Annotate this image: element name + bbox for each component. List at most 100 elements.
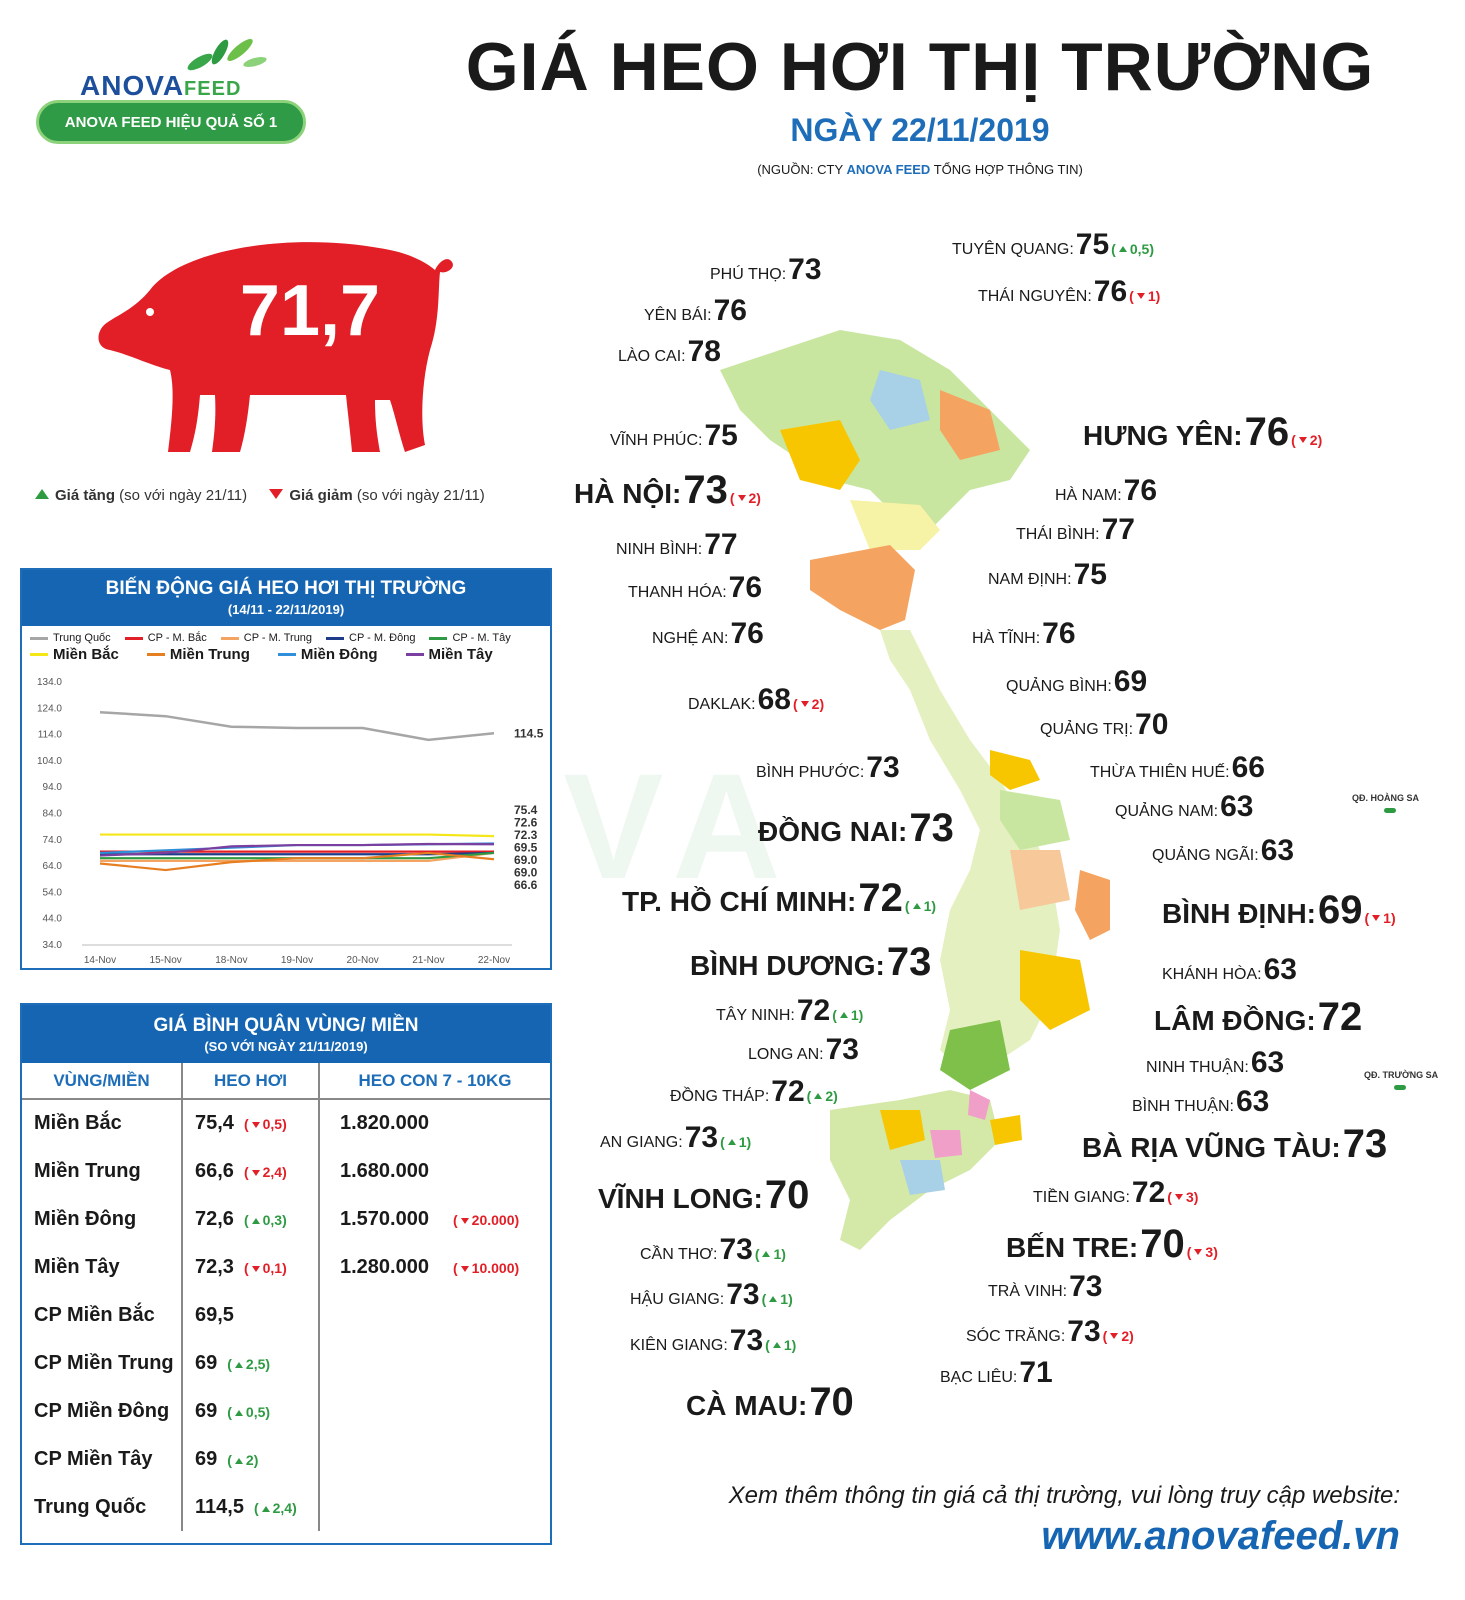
website-link[interactable]: www.anovafeed.vn [1041, 1514, 1400, 1558]
down-arrow-icon [1298, 437, 1307, 443]
change-value: 0,5 [245, 1403, 266, 1420]
province-price: 76 [728, 571, 763, 604]
province-label: HẬU GIANG:73(1) [630, 1280, 793, 1310]
province-change: (3) [1167, 1189, 1199, 1205]
live-hog-price: 72,6 [195, 1207, 234, 1230]
region-cell: CP Miền Tây [22, 1435, 183, 1483]
piglet-price: 1.280.000 [340, 1255, 429, 1278]
up-arrow-icon [912, 903, 921, 909]
data-label: 69.0 [514, 866, 538, 880]
map-kontum [1010, 850, 1070, 910]
province-price: 72 [858, 876, 903, 920]
piglet-cell: 1.570.000 (20.000) [319, 1195, 550, 1243]
province-price: 73 [886, 940, 932, 984]
piglet-cell: 1.280.000 (10.000) [319, 1243, 550, 1291]
province-change: (1) [904, 898, 937, 914]
province-name: NAM ĐỊNH: [988, 571, 1072, 588]
province-label: NINH THUẬN:63 [1146, 1048, 1284, 1078]
piglet-cell [319, 1339, 550, 1387]
data-label: 69.0 [514, 853, 538, 867]
price-trend-chart: BIẾN ĐỘNG GIÁ HEO HƠI THỊ TRƯỜNG (14/11 … [20, 568, 552, 970]
down-arrow-icon [1136, 293, 1145, 299]
change-value: 2 [1121, 1328, 1130, 1344]
province-change: (1) [720, 1134, 752, 1150]
live-hog-price: 75,4 [195, 1112, 234, 1134]
vietnam-map [720, 330, 1110, 1250]
province-label: HÀ NAM:76 [1055, 476, 1157, 506]
province-label: BÌNH ĐỊNH:69(1) [1162, 890, 1396, 930]
map-daklak [1020, 950, 1090, 1030]
legend-item: CP - M. Trung [220, 632, 312, 644]
province-name: QUẢNG BÌNH: [1006, 678, 1112, 695]
x-tick-label: 19-Nov [281, 955, 313, 966]
province-price: 73 [726, 1278, 760, 1311]
down-arrow-icon [1110, 1333, 1119, 1339]
province-price: 76 [1093, 275, 1128, 308]
province-price: 69 [1318, 888, 1363, 932]
province-label: QUẢNG TRỊ:70 [1040, 710, 1168, 740]
live-hog-cell: 66,6 (2,4) [182, 1147, 320, 1195]
down-arrow-icon [251, 1265, 260, 1272]
x-tick-label: 21-Nov [412, 955, 444, 966]
province-label: TÂY NINH:72(1) [716, 996, 863, 1026]
province-label: ĐỒNG THÁP:72(2) [670, 1077, 838, 1107]
province-name: YÊN BÁI: [644, 307, 712, 324]
series-line [100, 851, 495, 856]
province-label: LÀO CAI:78 [618, 337, 721, 367]
province-name: HÀ NAM: [1055, 487, 1122, 504]
average-price-table: VÙNG/MIỀN HEO HƠI HEO CON 7 - 10KG Miền … [22, 1063, 550, 1531]
province-change: (2) [729, 490, 761, 506]
province-change: (3) [1186, 1244, 1218, 1260]
change-value: 10.000 [471, 1259, 515, 1276]
legend-item: CP - M. Đông [326, 632, 415, 644]
change-value: 2,5 [245, 1355, 266, 1372]
province-label: BÌNH THUẬN:63 [1132, 1087, 1269, 1117]
province-name: NINH THUẬN: [1146, 1059, 1249, 1076]
legend-item: Miền Bắc [30, 646, 119, 663]
change-value: 2,4 [272, 1499, 293, 1516]
legend-swatch [429, 636, 448, 640]
price-change: (2,4) [243, 1163, 287, 1180]
province-name: TUYÊN QUANG: [952, 241, 1074, 258]
province-label: THỪA THIÊN HUẾ:66 [1090, 753, 1265, 783]
province-label: SÓC TRĂNG:73(2) [966, 1317, 1134, 1347]
province-name: TIỀN GIANG: [1033, 1189, 1130, 1206]
province-name: HÀ TĨNH: [972, 630, 1041, 647]
province-label: YÊN BÁI:76 [644, 296, 747, 326]
change-value: 1 [780, 1291, 789, 1307]
live-hog-price: 72,3 [195, 1255, 234, 1278]
map-hue [990, 750, 1040, 790]
province-price: 76 [1042, 617, 1076, 650]
live-hog-price: 69,5 [195, 1303, 234, 1326]
down-arrow-icon [1194, 1249, 1203, 1255]
province-name: BẠC LIÊU: [940, 1369, 1018, 1386]
change-legend: Giá tăng (so với ngày 21/11) Giá giảm (s… [35, 487, 485, 504]
region-cell: Miền Tây [22, 1243, 183, 1291]
province-price: 71 [1019, 1356, 1053, 1389]
province-price: 76 [1123, 474, 1158, 507]
piglet-cell [319, 1387, 550, 1435]
island-hoang-sa-icon [1384, 808, 1396, 813]
province-label: BẾN TRE:70(3) [1006, 1224, 1218, 1264]
up-arrow-icon [839, 1012, 848, 1018]
map-vung-tau [990, 1115, 1022, 1145]
province-name: HẬU GIANG: [630, 1291, 725, 1308]
province-label: BÌNH DƯƠNG:73 [690, 942, 931, 982]
leaf-icon [187, 39, 267, 71]
map-thanh-hoa [850, 500, 940, 550]
y-tick-label: 44.0 [43, 914, 63, 925]
province-label: THANH HÓA:76 [628, 573, 762, 603]
province-name: THỪA THIÊN HUẾ: [1090, 764, 1230, 781]
map-mekong-a [880, 1110, 925, 1150]
province-price: 70 [764, 1173, 810, 1217]
table-subtitle: (SO VỚI NGÀY 21/11/2019) [204, 1039, 368, 1054]
map-quang-nam [1000, 790, 1070, 850]
table-title: GIÁ BÌNH QUÂN VÙNG/ MIỀN [153, 1015, 419, 1036]
province-label: CẦN THƠ:73(1) [640, 1235, 786, 1265]
province-label: BÌNH PHƯỚC:73 [756, 753, 900, 783]
down-arrow-icon [800, 701, 809, 707]
live-hog-cell: 114,5 (2,4) [182, 1483, 320, 1531]
legend-swatch [30, 636, 48, 640]
live-hog-cell: 69 (2,5) [182, 1339, 320, 1387]
region-cell: CP Miền Bắc [22, 1291, 183, 1339]
